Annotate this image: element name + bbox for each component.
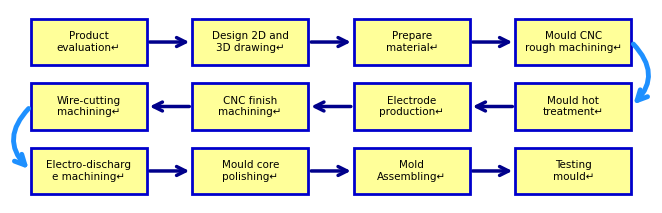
FancyBboxPatch shape <box>192 83 308 130</box>
Text: CNC finish
machining↵: CNC finish machining↵ <box>218 96 282 117</box>
Text: Mould core
polishing↵: Mould core polishing↵ <box>222 160 279 182</box>
Text: Design 2D and
3D drawing↵: Design 2D and 3D drawing↵ <box>212 31 289 53</box>
FancyBboxPatch shape <box>192 148 308 194</box>
FancyBboxPatch shape <box>354 148 470 194</box>
Text: Testing
mould↵: Testing mould↵ <box>553 160 594 182</box>
Text: Electro-discharg
e machining↵: Electro-discharg e machining↵ <box>46 160 131 182</box>
FancyBboxPatch shape <box>515 148 632 194</box>
FancyBboxPatch shape <box>192 19 308 65</box>
Text: Electrode
production↵: Electrode production↵ <box>379 96 444 117</box>
Text: Prepare
material↵: Prepare material↵ <box>385 31 438 53</box>
FancyBboxPatch shape <box>354 19 470 65</box>
FancyBboxPatch shape <box>30 148 147 194</box>
Text: Mold
Assembling↵: Mold Assembling↵ <box>377 160 446 182</box>
FancyBboxPatch shape <box>30 83 147 130</box>
FancyBboxPatch shape <box>354 83 470 130</box>
Text: Product
evaluation↵: Product evaluation↵ <box>57 31 120 53</box>
Text: Mould CNC
rough machining↵: Mould CNC rough machining↵ <box>525 31 622 53</box>
Text: Mould hot
treatment↵: Mould hot treatment↵ <box>543 96 604 117</box>
FancyBboxPatch shape <box>515 83 632 130</box>
Text: Wire-cutting
machining↵: Wire-cutting machining↵ <box>57 96 120 117</box>
FancyBboxPatch shape <box>515 19 632 65</box>
FancyBboxPatch shape <box>30 19 147 65</box>
